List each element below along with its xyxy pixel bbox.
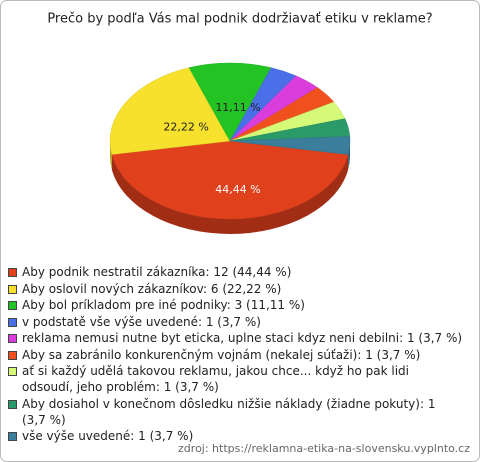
legend-item: Aby oslovil nových zákazníkov: 6 (22,22 …	[8, 281, 463, 297]
legend-label: v podstatě vše výše uvedené: 1 (3,7 %)	[22, 314, 261, 329]
legend-item: Aby sa zabránilo konkurenčným vojnám (ne…	[8, 347, 463, 363]
legend-swatch	[8, 399, 17, 409]
legend-swatch	[8, 301, 17, 310]
legend-label: Aby sa zabránilo konkurenčným vojnám (ne…	[22, 347, 421, 362]
legend-item: v podstatě vše výše uvedené: 1 (3,7 %)	[8, 314, 463, 330]
legend-swatch	[8, 284, 17, 294]
legend-label: ať si každý udělá takovou reklamu, jakou…	[22, 364, 410, 394]
legend-swatch	[8, 367, 17, 376]
legend-label: Aby podnik nestratil zákazníka: 12 (44,4…	[22, 265, 292, 279]
slice	[111, 140, 349, 220]
legend-swatch	[8, 317, 17, 327]
legend-item: vše výše uvedené: 1 (3,7 %)	[8, 428, 463, 444]
legend-label: Aby oslovil nových zákazníkov: 6 (22,22 …	[22, 281, 282, 296]
value-label: 44,44 %	[215, 183, 260, 196]
legend-label: Aby dosiahol v konečnom dôsledku nižšie …	[22, 396, 436, 427]
legend-item: Aby dosiahol v konečnom dôsledku nižšie …	[8, 396, 463, 428]
legend-swatch	[8, 350, 17, 360]
slice-side	[111, 154, 349, 235]
chart-title: Prečo by podľa Vás mal podnik dodržiavať…	[47, 12, 432, 27]
legend-swatch	[8, 334, 17, 343]
source: zdroj: https://reklamna-etika-na-slovens…	[178, 442, 470, 455]
legend-label: reklama nemusi nutne byt eticka, uplne s…	[22, 331, 463, 345]
legend: Aby podnik nestratil zákazníka: 12 (44,4…	[8, 264, 463, 445]
slice	[109, 67, 231, 155]
legend-swatch	[8, 268, 17, 277]
legend-swatch	[8, 432, 17, 441]
legend-label: vše výše uvedené: 1 (3,7 %)	[22, 429, 194, 443]
legend-item: Aby podnik nestratil zákazníka: 12 (44,4…	[8, 264, 463, 280]
legend-item: ať si každý udělá takovou reklamu, jakou…	[8, 363, 463, 395]
legend-item: Aby bol príkladom pre iné podniky: 3 (11…	[8, 297, 463, 313]
slice	[229, 136, 351, 155]
legend-label: Aby bol príkladom pre iné podniky: 3 (11…	[22, 298, 305, 312]
value-label: 11,11 %	[215, 101, 260, 114]
slice	[188, 62, 272, 142]
legend-item: reklama nemusi nutne byt eticka, uplne s…	[8, 330, 463, 346]
value-label: 22,22 %	[163, 120, 208, 133]
